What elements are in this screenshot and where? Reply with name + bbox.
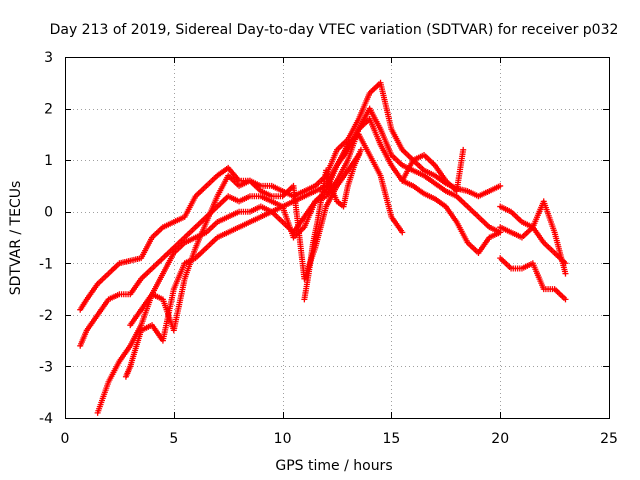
data-point — [357, 146, 364, 153]
data-point — [562, 260, 569, 267]
x-tick-label: 25 — [600, 431, 618, 447]
y-tick-label: -2 — [39, 308, 53, 324]
data-series — [497, 224, 569, 267]
y-tick-label: 3 — [44, 50, 53, 66]
tick-labels: 0 5 10 15 20 25 -4 -3 -2 -1 0 1 2 3 — [39, 50, 618, 447]
x-tick-label: 10 — [274, 431, 292, 447]
y-tick-label: -3 — [39, 359, 53, 375]
x-tick-label: 5 — [169, 431, 178, 447]
x-tick-label: 0 — [61, 431, 70, 447]
data-point — [497, 229, 504, 236]
y-tick-label: 2 — [44, 102, 53, 118]
grid-lines — [65, 57, 609, 418]
y-tick-label: -1 — [39, 256, 53, 272]
data-point — [497, 182, 504, 189]
data-points — [77, 79, 569, 416]
x-tick-label: 20 — [491, 431, 509, 447]
axis-ticks — [65, 57, 610, 419]
data-series — [122, 131, 406, 380]
data-series — [127, 151, 362, 334]
chart-title: Day 213 of 2019, Sidereal Day-to-day VTE… — [50, 22, 619, 38]
y-tick-label: 0 — [44, 205, 53, 221]
data-point — [399, 229, 406, 236]
data-series — [301, 146, 364, 303]
y-tick-label: 1 — [44, 153, 53, 169]
y-axis-label: SDTVAR / TECUs — [8, 181, 24, 296]
x-tick-label: 15 — [382, 431, 400, 447]
plot-frame — [65, 57, 610, 419]
data-series — [399, 146, 467, 195]
data-series — [497, 255, 569, 303]
data-point — [460, 146, 467, 153]
y-tick-label: -4 — [39, 411, 53, 427]
data-point — [562, 296, 569, 303]
x-axis-label: GPS time / hours — [275, 458, 392, 474]
data-point — [562, 270, 569, 277]
